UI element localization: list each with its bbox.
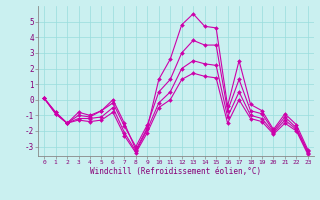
X-axis label: Windchill (Refroidissement éolien,°C): Windchill (Refroidissement éolien,°C) (91, 167, 261, 176)
